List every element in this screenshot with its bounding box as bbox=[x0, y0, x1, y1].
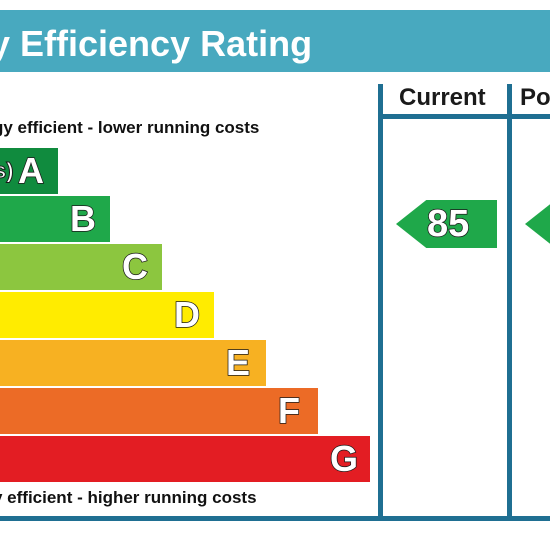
top-caption: gy efficient - lower running costs bbox=[0, 118, 260, 137]
band-g-letter: G bbox=[329, 438, 359, 479]
band-b-bar bbox=[0, 196, 110, 242]
band-g-bar bbox=[0, 436, 370, 482]
current-rating-value: 85 bbox=[426, 203, 470, 245]
current-column-left-border bbox=[378, 84, 383, 520]
header-bar: rgy Efficiency Rating bbox=[0, 10, 550, 72]
band-d-letter: D bbox=[173, 294, 201, 335]
band-d-bar bbox=[0, 292, 214, 338]
current-column-right-border bbox=[507, 84, 512, 520]
potential-rating-arrow bbox=[525, 200, 550, 248]
band-c-letter: C bbox=[121, 246, 149, 287]
band-c-bar bbox=[0, 244, 162, 290]
column-header-divider bbox=[378, 114, 550, 119]
band-a-bar bbox=[0, 148, 58, 194]
band-e-bar bbox=[0, 340, 266, 386]
band-f-bar bbox=[0, 388, 318, 434]
current-column-header: Current bbox=[399, 84, 486, 111]
chart-title: rgy Efficiency Rating bbox=[0, 23, 313, 64]
band-f-letter: F bbox=[277, 390, 301, 431]
current-rating-arrow: 85 bbox=[396, 200, 497, 248]
band-b-letter: B bbox=[69, 198, 97, 239]
band-a-range-fragment: s) bbox=[0, 158, 14, 183]
band-e-letter: E bbox=[225, 342, 251, 383]
bottom-caption: y efficient - higher running costs bbox=[0, 488, 257, 507]
band-a-letter: A bbox=[17, 150, 45, 191]
chart-bottom-border bbox=[0, 516, 550, 521]
potential-column-header: Po bbox=[520, 84, 550, 111]
